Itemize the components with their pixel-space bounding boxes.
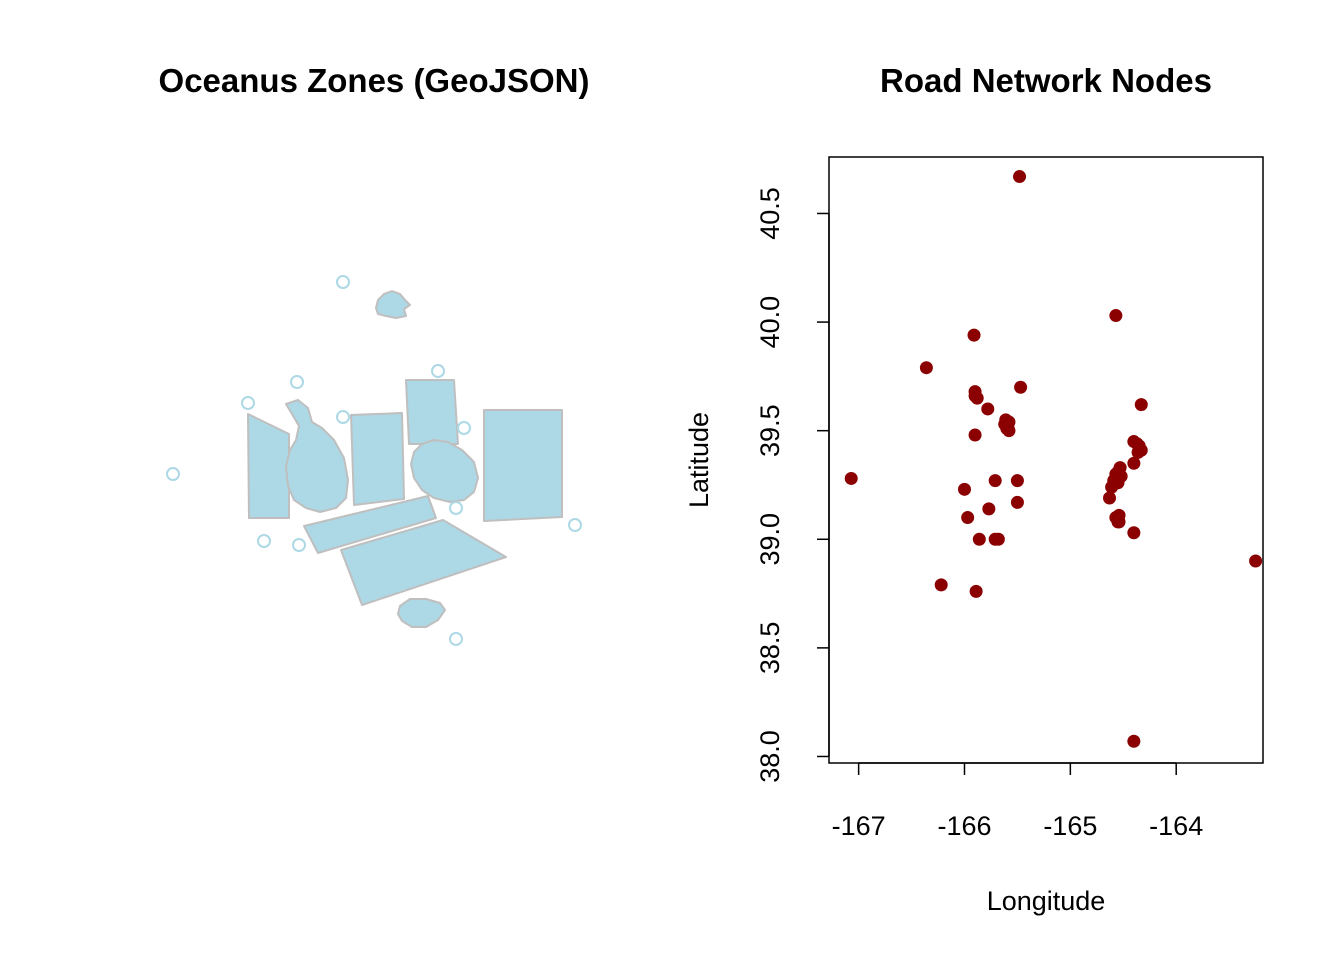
node-point [1010, 474, 1024, 488]
x-tick-label: -164 [1149, 811, 1203, 841]
node-point [968, 428, 982, 442]
node-point [1127, 526, 1141, 540]
node-point [1013, 170, 1027, 184]
nodes-title: Road Network Nodes [880, 62, 1212, 99]
zone-polygons [247, 290, 563, 628]
zone-north-quad [405, 379, 459, 445]
node-point [967, 328, 981, 342]
node-point [1014, 380, 1028, 394]
node-point [988, 474, 1002, 488]
node-point [970, 391, 984, 405]
zone-point [457, 421, 471, 435]
zone-point [449, 632, 463, 646]
node-point [1249, 554, 1263, 568]
zone-point [292, 538, 306, 552]
y-tick-label: 38.5 [755, 622, 785, 675]
node-point [919, 361, 933, 375]
node-point [981, 402, 995, 416]
zone-west-quad [247, 413, 290, 519]
zone-point [166, 467, 180, 481]
node-point [1002, 424, 1016, 438]
node-point [972, 532, 986, 546]
zone-point [241, 396, 255, 410]
node-point [934, 578, 948, 592]
nodes-panel: Road Network Nodes -167 -166 -165 -164 38.0… [684, 62, 1264, 916]
node-point [957, 482, 971, 496]
node-point [961, 511, 975, 525]
zone-island-north [375, 290, 411, 319]
node-point [1134, 398, 1148, 412]
zone-island-west [285, 399, 349, 513]
node-point [1112, 515, 1126, 529]
zone-strip [303, 495, 437, 554]
x-tick-label: -167 [832, 811, 886, 841]
node-point [1131, 445, 1145, 459]
zone-point [336, 275, 350, 289]
x-axis: -167 -166 -165 -164 [832, 762, 1203, 841]
x-tick-label: -165 [1043, 811, 1097, 841]
y-tick-label: 39.5 [755, 404, 785, 457]
x-tick-label: -166 [937, 811, 991, 841]
plot-box [828, 156, 1264, 764]
zones-title: Oceanus Zones (GeoJSON) [159, 62, 590, 99]
zone-point [431, 364, 445, 378]
node-point [1109, 309, 1123, 323]
zone-point [568, 518, 582, 532]
node-points [844, 170, 1263, 748]
zone-south-quad [340, 519, 507, 606]
zones-panel: Oceanus Zones (GeoJSON) [159, 62, 590, 646]
zone-center-quad [350, 412, 405, 506]
x-axis-label: Longitude [987, 886, 1106, 916]
zone-point [449, 501, 463, 515]
zone-island-east [410, 439, 479, 503]
zone-point-markers [166, 275, 582, 646]
y-axis-label: Latitude [684, 412, 714, 508]
node-point [969, 584, 983, 598]
node-point [1127, 734, 1141, 748]
y-tick-label: 39.0 [755, 513, 785, 566]
zone-point [257, 534, 271, 548]
node-point [982, 502, 996, 516]
y-tick-label: 40.5 [755, 187, 785, 240]
node-point [1105, 480, 1119, 494]
zone-point [290, 375, 304, 389]
node-point [1010, 495, 1024, 509]
zone-point [336, 410, 350, 424]
y-tick-label: 38.0 [755, 730, 785, 783]
y-axis: 38.0 38.5 39.0 39.5 40.0 40.5 [755, 187, 830, 783]
y-tick-label: 40.0 [755, 296, 785, 349]
zone-island-south [397, 598, 446, 628]
node-point [1127, 456, 1141, 470]
zone-east-quad [483, 409, 563, 522]
node-point [1103, 491, 1117, 505]
node-point [844, 471, 858, 485]
node-point [988, 532, 1002, 546]
